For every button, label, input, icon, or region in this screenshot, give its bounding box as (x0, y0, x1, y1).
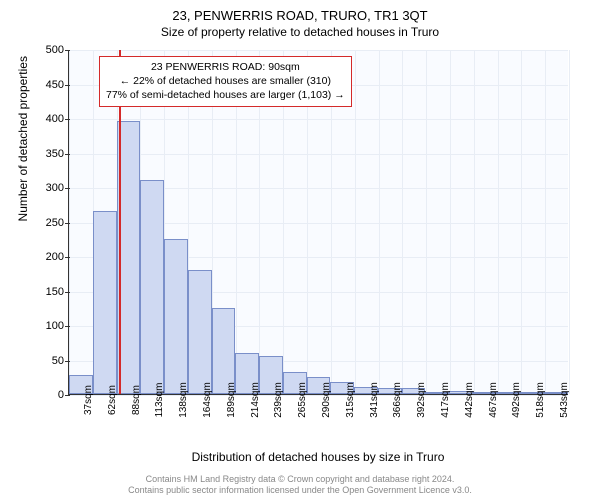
footer-line1: Contains HM Land Registry data © Crown c… (0, 474, 600, 485)
x-tick: 113sqm (154, 383, 165, 418)
y-tick: 500 (4, 44, 64, 56)
histogram-bar (212, 308, 236, 394)
x-tick: 239sqm (273, 382, 284, 418)
y-tick: 100 (4, 320, 64, 332)
x-tick: 442sqm (464, 382, 475, 418)
annotation-box: 23 PENWERRIS ROAD: 90sqm ← 22% of detach… (99, 56, 352, 107)
x-tick: 138sqm (178, 382, 189, 418)
y-tick: 150 (4, 286, 64, 298)
x-tick: 417sqm (440, 382, 451, 418)
x-tick: 290sqm (321, 382, 332, 418)
x-tick: 214sqm (250, 382, 261, 418)
x-tick: 341sqm (369, 382, 380, 418)
x-axis-label: Distribution of detached houses by size … (68, 450, 568, 464)
x-tick: 492sqm (511, 382, 522, 418)
annotation-line2: ← 22% of detached houses are smaller (31… (106, 74, 345, 88)
gridline-v (569, 50, 570, 394)
histogram-bar (164, 239, 188, 394)
x-tick: 37sqm (83, 385, 94, 415)
y-tick: 350 (4, 148, 64, 160)
page-subtitle: Size of property relative to detached ho… (0, 23, 600, 39)
footer: Contains HM Land Registry data © Crown c… (0, 474, 600, 497)
histogram-bar (140, 180, 164, 394)
plot-area: 23 PENWERRIS ROAD: 90sqm ← 22% of detach… (68, 50, 568, 395)
x-tick: 366sqm (392, 382, 403, 418)
page-title: 23, PENWERRIS ROAD, TRURO, TR1 3QT (0, 0, 600, 23)
annotation-line1: 23 PENWERRIS ROAD: 90sqm (106, 60, 345, 74)
y-tick: 400 (4, 113, 64, 125)
y-tick: 450 (4, 79, 64, 91)
x-tick: 88sqm (131, 385, 142, 415)
y-tick: 250 (4, 217, 64, 229)
x-tick: 467sqm (488, 382, 499, 418)
x-tick: 518sqm (535, 382, 546, 418)
histogram-bar (93, 211, 117, 394)
x-tick: 189sqm (226, 382, 237, 418)
x-tick: 62sqm (107, 385, 118, 415)
footer-line2: Contains public sector information licen… (0, 485, 600, 496)
x-tick: 315sqm (345, 382, 356, 418)
x-tick: 265sqm (297, 382, 308, 418)
annotation-line3: 77% of semi-detached houses are larger (… (106, 88, 345, 102)
y-tick: 300 (4, 182, 64, 194)
y-tick: 50 (4, 355, 64, 367)
x-tick: 164sqm (202, 382, 213, 418)
y-tick: 200 (4, 251, 64, 263)
chart-container: Number of detached properties 23 PENWERR… (68, 50, 568, 425)
x-tick: 543sqm (559, 382, 570, 418)
y-tick: 0 (4, 389, 64, 401)
histogram-bar (188, 270, 212, 394)
x-tick: 392sqm (416, 382, 427, 418)
